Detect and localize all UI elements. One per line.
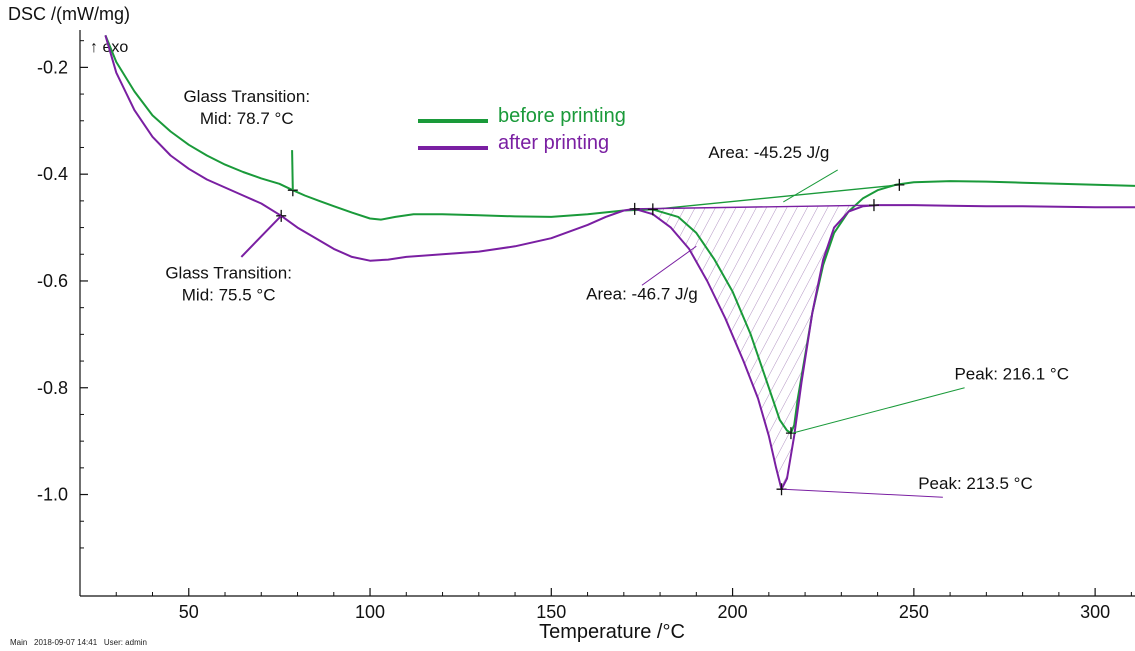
x-tick-label: 100 — [355, 602, 385, 622]
annotation-leader — [641, 245, 697, 286]
annotation-text: Glass Transition: Mid: 75.5 °C — [165, 263, 292, 304]
annotation-leader — [240, 215, 282, 258]
annotation-line: Mid: 78.7 °C — [200, 109, 294, 128]
legend-label-before: before printing — [498, 105, 626, 127]
annotation-text: Area: -45.25 J/g — [708, 143, 829, 162]
cross-marker — [868, 199, 879, 212]
annotation-leader — [783, 488, 943, 498]
cross-marker — [647, 203, 658, 216]
series-line-after-printing — [104, 35, 1135, 491]
y-axis-title: DSC /(mW/mg) — [8, 4, 130, 24]
series-layer — [104, 34, 1135, 491]
annotation-leader — [783, 169, 838, 203]
annotation-leader — [291, 150, 294, 191]
y-tick-label: -0.6 — [37, 271, 68, 291]
cross-marker — [894, 178, 905, 191]
cross-marker — [629, 202, 640, 215]
baseline-before-printing — [652, 184, 900, 211]
series-line-before-printing — [104, 34, 1135, 435]
x-axis-title: Temperature /°C — [539, 621, 685, 643]
y-tick-label: -1.0 — [37, 485, 68, 505]
annotation-line: Area: -46.7 J/g — [586, 285, 698, 304]
y-tick-label: -0.8 — [37, 378, 68, 398]
annotation-line: Glass Transition: — [183, 87, 310, 106]
annotation-text: Peak: 216.1 °C — [954, 365, 1069, 384]
annotation-line: Peak: 216.1 °C — [954, 365, 1069, 384]
legend-label-after: after printing — [498, 132, 609, 154]
legend: before printing after printing — [418, 105, 626, 154]
x-tick-label: 50 — [179, 602, 199, 622]
x-tick-label: 200 — [718, 602, 748, 622]
annotation-line: Peak: 213.5 °C — [918, 474, 1033, 493]
footer-status: Main 2018-09-07 14:41 User: admin — [10, 638, 147, 647]
annotation-leader — [792, 387, 965, 434]
axis-ticks: 50 100 150 200 250 300 -0.2 -0.4 -0.6 -0.8 -1.0 — [37, 40, 1132, 622]
annotation-text: Glass Transition: Mid: 78.7 °C — [183, 87, 310, 128]
annotation-text: Area: -46.7 J/g — [586, 285, 698, 304]
annotation-line: Area: -45.25 J/g — [708, 143, 829, 162]
y-tick-label: -0.4 — [37, 164, 68, 184]
x-tick-label: 250 — [899, 602, 929, 622]
annotation-text: Peak: 213.5 °C — [918, 474, 1033, 493]
baseline-after-printing — [634, 204, 874, 210]
y-tick-label: -0.2 — [37, 57, 68, 77]
x-tick-label: 150 — [536, 602, 566, 622]
annotation-line: Glass Transition: — [165, 263, 292, 282]
annotation-line: Mid: 75.5 °C — [182, 285, 276, 304]
x-tick-label: 300 — [1080, 602, 1110, 622]
